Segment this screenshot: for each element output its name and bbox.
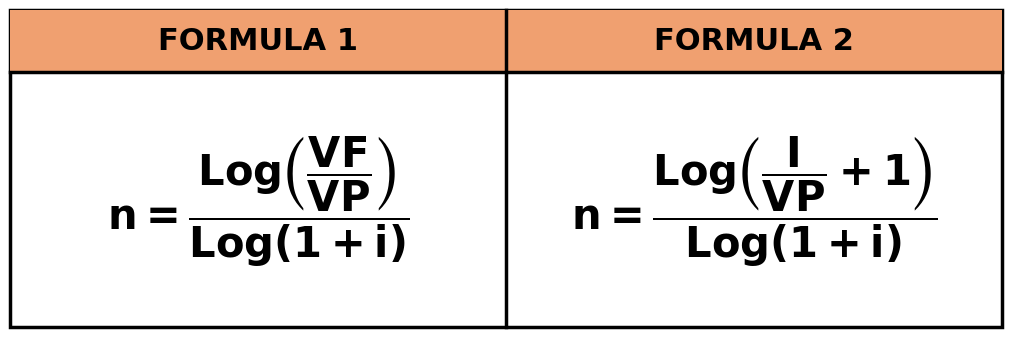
Text: FORMULA 2: FORMULA 2 bbox=[653, 27, 853, 56]
FancyBboxPatch shape bbox=[10, 10, 506, 72]
Text: FORMULA 1: FORMULA 1 bbox=[158, 27, 358, 56]
FancyBboxPatch shape bbox=[506, 10, 1001, 72]
Text: $\bf{n = \dfrac{Log\left(\dfrac{I}{VP}+1\right)}{Log\left(1+i\right)}}$: $\bf{n = \dfrac{Log\left(\dfrac{I}{VP}+1… bbox=[570, 135, 936, 269]
FancyBboxPatch shape bbox=[10, 10, 1001, 327]
Text: $\bf{n = \dfrac{Log\left(\dfrac{VF}{VP}\right)}{Log\left(1+i\right)}}$: $\bf{n = \dfrac{Log\left(\dfrac{VF}{VP}\… bbox=[107, 135, 408, 269]
